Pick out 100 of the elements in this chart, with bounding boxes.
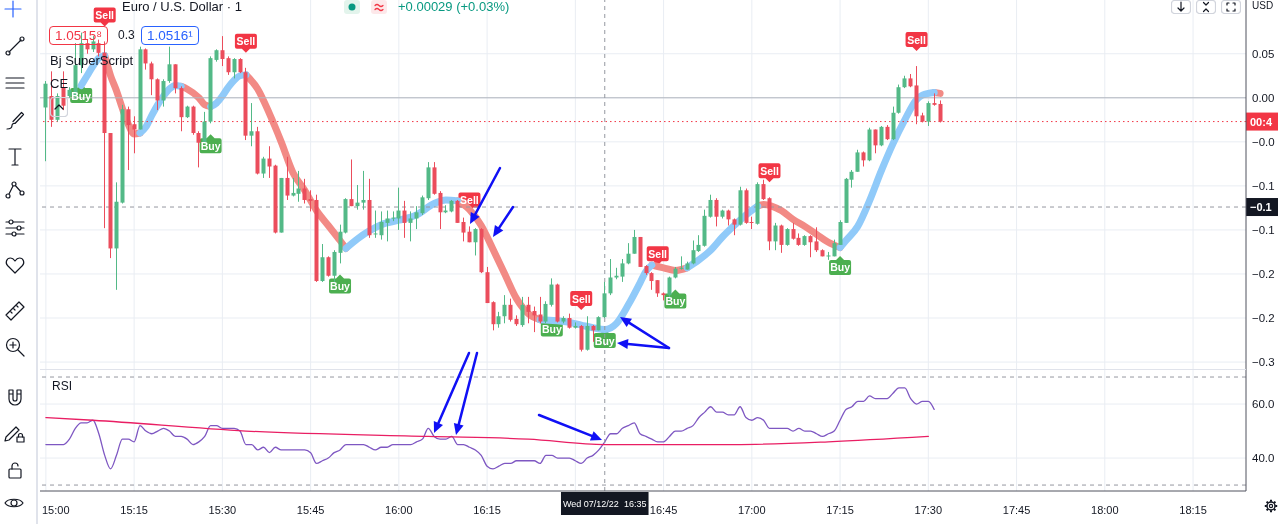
text: RSI — [52, 379, 73, 393]
y-tick-label: 40.0 — [1252, 452, 1275, 465]
x-tick-label: 15:15 — [120, 504, 148, 516]
x-tick-label: 17:30 — [914, 504, 943, 516]
annotation: Sell — [571, 292, 591, 305]
annotation: 0.3 — [118, 28, 135, 43]
candlestick — [161, 78, 166, 108]
annotation: Sell — [648, 247, 668, 260]
x-tick-label: 18:00 — [1091, 504, 1119, 516]
y-tick-label: −0.2 — [1252, 312, 1275, 325]
candlestick — [526, 296, 531, 324]
candlestick — [708, 194, 713, 219]
candlestick — [549, 277, 554, 308]
y-tick-label: −0.2 — [1252, 267, 1275, 280]
candlestick — [220, 35, 225, 67]
candlestick — [926, 100, 931, 127]
candlestick — [838, 219, 843, 246]
y-tick-label: −0.1 — [1252, 179, 1275, 192]
annotation: Sell — [95, 8, 115, 21]
annotation: 1.0515⁸ — [49, 26, 108, 45]
candlestick — [808, 234, 813, 258]
x-tick-label: 15:30 — [208, 504, 237, 516]
candlestick — [173, 63, 178, 94]
candlestick — [455, 199, 460, 224]
candlestick — [226, 55, 231, 76]
y-tick-label: −0.3 — [1252, 356, 1275, 369]
candlestick — [585, 315, 590, 352]
candlestick — [773, 222, 778, 251]
x-tick-label: 17:45 — [1002, 504, 1031, 516]
x-tick-label: 18:15 — [1179, 504, 1207, 516]
candlestick — [679, 255, 684, 271]
candlestick — [320, 243, 325, 283]
annotation: Sell — [460, 193, 479, 206]
x-tick-label: 15:45 — [296, 504, 325, 516]
annotation: Buy — [594, 334, 615, 347]
candlestick — [232, 57, 237, 79]
candlestick — [579, 324, 584, 352]
ref-line-label: 00:4 — [1250, 115, 1273, 128]
text: Wed 07/12/22 — [562, 499, 619, 509]
candlestick — [167, 46, 172, 84]
candlestick — [620, 258, 625, 283]
annotation: 1.0516¹ — [141, 26, 199, 45]
candlestick — [520, 296, 525, 328]
y-tick-label: −0.1 — [1252, 223, 1275, 236]
candlestick — [373, 210, 378, 239]
annotation: Buy — [71, 89, 92, 102]
candlestick — [196, 130, 201, 168]
candlestick — [438, 190, 443, 230]
candlestick — [43, 80, 48, 162]
candlestick — [402, 200, 407, 239]
candlestick — [285, 156, 290, 201]
annotation: Sell — [907, 33, 926, 46]
chart-subtitle: +0.00029 (+0.03%) — [398, 0, 510, 14]
y-tick-label: 60.0 — [1252, 398, 1275, 411]
annotation: Buy — [541, 323, 562, 336]
candlestick — [879, 125, 884, 147]
chart-title: Euro / U.S. Dollar · 1 — [122, 0, 242, 14]
annotation: Buy — [330, 279, 351, 292]
y-tick-label: 0.00 — [1252, 91, 1275, 104]
candlestick — [308, 189, 313, 212]
candlestick — [814, 226, 819, 253]
candlestick — [126, 106, 131, 171]
x-tick-label: 17:00 — [738, 504, 766, 516]
candlestick — [391, 210, 396, 222]
x-tick-label: 16:00 — [385, 504, 413, 516]
candlestick — [132, 115, 137, 154]
candlestick — [408, 210, 413, 242]
candlestick — [632, 229, 637, 255]
candlestick — [473, 227, 478, 256]
candlestick — [379, 210, 384, 241]
candlestick — [267, 145, 272, 179]
candlestick — [608, 258, 613, 296]
candlestick — [326, 255, 331, 278]
y-axis-title: USD — [1252, 0, 1274, 12]
candlestick — [349, 158, 354, 207]
annotation: Buy — [830, 261, 851, 274]
candlestick — [155, 77, 160, 111]
annotation: Sell — [236, 35, 256, 48]
candlestick — [491, 300, 496, 331]
candlestick — [602, 281, 607, 319]
candlestick — [261, 156, 266, 179]
candlestick — [420, 195, 425, 216]
candlestick — [249, 102, 254, 147]
annotation: Buy — [200, 139, 221, 152]
candlestick — [461, 217, 466, 242]
candlestick — [385, 210, 390, 242]
candlestick — [414, 205, 419, 230]
ref-line-label: 16:35 — [624, 499, 647, 509]
x-tick-label: 16:45 — [649, 504, 678, 516]
annotation: Sell — [760, 164, 779, 177]
candlestick — [779, 224, 784, 254]
y-tick-label: −0.0 — [1252, 135, 1275, 148]
candlestick — [932, 92, 937, 107]
candlestick — [502, 294, 507, 324]
candlestick — [149, 61, 154, 96]
candlestick — [855, 149, 860, 173]
x-tick-label: 16:15 — [473, 504, 501, 516]
candlestick — [508, 298, 513, 323]
candlestick — [626, 242, 631, 265]
x-tick-label: 15:00 — [42, 504, 70, 516]
